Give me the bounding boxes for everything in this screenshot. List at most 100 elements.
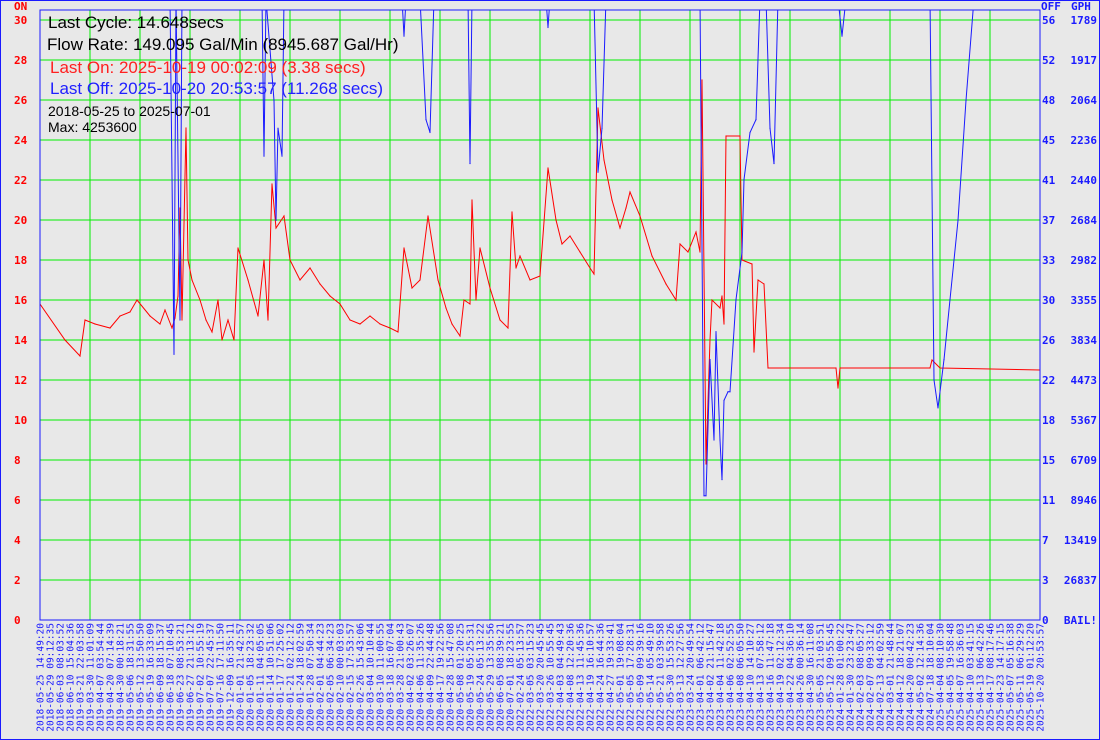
data-point-on: [84, 319, 86, 321]
x-tick-label: 2020-01-05 18:23:32: [246, 623, 257, 732]
x-tick-label: 2022-04-24 16:44:36: [596, 623, 607, 732]
x-tick-label: 2020-01-11 04:05:05: [256, 623, 267, 732]
data-point-on: [185, 127, 187, 129]
data-point-on: [459, 335, 461, 337]
data-point-off: [721, 479, 723, 481]
last-on-text: Last On: 2025-10-19 00:02:09 (3.38 secs): [50, 58, 366, 77]
x-tick-label: 2023-04-08 06:05:50: [736, 623, 747, 732]
x-tick-label: 2024-01-30 23:23:47: [846, 623, 857, 732]
data-point-on: [719, 307, 721, 309]
x-tick-label: 2020-01-01 21:42:57: [236, 623, 247, 732]
x-tick-label: 2019-04-20 07:14:39: [106, 623, 117, 732]
x-tick-label: 2023-04-10 14:10:27: [746, 623, 757, 732]
x-tick-label: 2025-05-11 06:29:29: [1016, 623, 1027, 732]
data-point-off: [547, 26, 549, 29]
data-point-on: [515, 267, 517, 269]
data-point-off: [713, 439, 715, 441]
x-tick-label: 2022-05-30 15:53:26: [666, 623, 677, 732]
data-point-off: [735, 299, 737, 301]
data-point-off: [769, 127, 771, 129]
x-tick-label: 2025-05-07 05:16:38: [1006, 623, 1017, 732]
data-point-on: [411, 287, 413, 289]
x-tick-label: 2020-05-08 01:20:25: [456, 623, 467, 732]
data-point-on: [625, 207, 627, 209]
data-point-on: [221, 339, 223, 341]
left-tick-label: 22: [14, 174, 27, 187]
data-point-off: [719, 439, 721, 441]
right-tick-label: 33: [1042, 254, 1055, 267]
data-point-on: [389, 327, 391, 329]
gph-tick-label: 8946: [1071, 494, 1098, 507]
gph-axis-title: GPH: [1071, 0, 1091, 13]
data-point-off: [773, 162, 775, 165]
data-point-on: [149, 315, 151, 317]
x-tick-label: 2025-04-04 08:10:30: [936, 623, 947, 732]
data-point-on: [529, 279, 531, 281]
data-point-off: [727, 391, 729, 393]
x-tick-label: 2019-06-23 08:53:21: [176, 623, 187, 732]
x-tick-label: 2020-03-10 11:00:55: [376, 623, 387, 732]
x-tick-label: 2019-03-30 11:01:09: [86, 623, 97, 732]
right-tick-label: 56: [1042, 14, 1056, 27]
data-point-on: [94, 323, 96, 325]
series-layer: [40, 10, 1040, 497]
data-point-off: [965, 99, 967, 101]
data-point-on: [451, 323, 453, 325]
data-point-on: [611, 199, 613, 201]
right-tick-label: 45: [1042, 134, 1055, 147]
grid: [39, 10, 1041, 621]
data-point-on: [675, 299, 677, 301]
x-tick-label: 2022-04-19 16:10:57: [586, 623, 597, 732]
x-tick-label: 2023-04-06 02:52:55: [726, 623, 737, 732]
x-tick-label: 2020-01-14 10:51:06: [266, 623, 277, 732]
tick-labels: 0 0 BAIL! 2 3 26837 4 7 13419 6 11 8946 8 15 6709 10 18 5…: [14, 14, 1097, 732]
x-tick-label: 2024-04-12 18:21:07: [896, 623, 907, 732]
data-point-off: [715, 331, 717, 333]
x-tick-label: 2018-05-29 09:12:35: [46, 623, 57, 732]
x-tick-label: 2020-01-28 07:50:34: [306, 623, 317, 732]
right-tick-label: 18: [1042, 414, 1055, 427]
x-tick-label: 2022-03-05 03:15:23: [526, 623, 537, 732]
x-tick-label: 2020-03-28 21:00:43: [396, 623, 407, 732]
x-tick-label: 2022-04-27 19:33:41: [606, 623, 617, 732]
x-tick-label: 2023-03-24 20:49:54: [686, 623, 697, 732]
data-point-off: [709, 359, 711, 361]
data-point-off: [601, 127, 603, 129]
data-point-on: [191, 279, 193, 281]
data-point-off: [743, 179, 745, 181]
left-tick-label: 16: [14, 294, 28, 307]
gph-tick-label: 1789: [1071, 14, 1098, 27]
data-point-on: [725, 135, 727, 137]
data-point-off: [281, 155, 283, 157]
right-tick-label: 22: [1042, 374, 1055, 387]
data-point-on: [709, 339, 711, 341]
x-tick-label: 2022-05-05 17:28:31: [626, 623, 637, 732]
x-tick-label: 2022-05-14 05:49:10: [646, 623, 657, 732]
x-tick-label: 2023-04-01 06:42:12: [696, 623, 707, 732]
data-point-on: [699, 251, 701, 253]
data-point-on: [929, 367, 931, 369]
data-point-on: [379, 323, 381, 325]
gph-tick-label: 1917: [1071, 54, 1098, 67]
x-tick-label: 2020-02-10 00:03:03: [336, 623, 347, 732]
gph-tick-label: 4473: [1071, 374, 1098, 387]
data-point-off: [263, 155, 265, 157]
data-point-off: [173, 353, 175, 355]
data-point-on: [159, 323, 161, 325]
x-tick-label: 2022-04-08 12:20:36: [566, 623, 577, 732]
data-point-on: [475, 299, 477, 301]
data-point-on: [369, 315, 371, 317]
left-axis-title: ON: [14, 0, 27, 13]
left-tick-label: 2: [14, 574, 21, 587]
x-tick-label: 2020-02-15 17:53:57: [346, 623, 357, 732]
right-tick-label: 48: [1042, 94, 1055, 107]
series-line-off: [169, 10, 974, 497]
data-point-on: [757, 279, 759, 281]
right-tick-label: 7: [1042, 534, 1049, 547]
last-cycle-text: Last Cycle: 14.648secs: [48, 13, 224, 32]
left-tick-label: 14: [14, 334, 28, 347]
data-point-on: [257, 315, 259, 317]
data-point-on: [539, 275, 541, 277]
x-tick-label: 2019-06-18 07:10:45: [166, 623, 177, 732]
x-tick-label: 2023-04-26 00:36:14: [796, 623, 807, 732]
